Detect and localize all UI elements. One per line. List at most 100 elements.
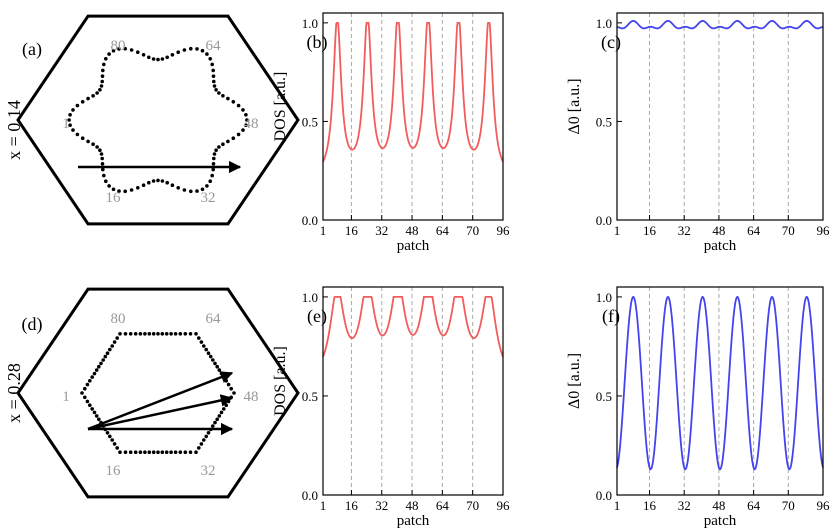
fermi-dot [231,100,236,104]
x-tick-label: 48 [712,223,725,238]
x-tick-label: 48 [712,498,725,513]
fermi-dot [129,48,134,52]
fermi-dot [226,139,230,144]
fermi-dot [214,88,218,92]
fermi-dot [226,96,230,101]
fermi-dot [211,424,215,428]
axes-frame [616,12,824,221]
x-tick-label: 96 [817,498,831,513]
panel-label: (f) [602,306,620,327]
fermi-surface [80,332,236,455]
patch-label: 1 [62,116,70,132]
x-axis-label: patch [704,513,737,529]
x-axis-label: patch [704,238,737,254]
x-tick-label: 1 [320,223,327,238]
fermi-dot [170,183,175,187]
fermi-dot [195,189,199,193]
fermi-dot [221,142,225,146]
doping-label: x = 0.14 [4,100,24,160]
fermi-dot [204,347,208,352]
y-tick-label: 0.0 [596,488,612,503]
fermi-dot [194,332,198,336]
fermi-dot [151,57,156,61]
fermi-dot [200,48,205,53]
x-tick-label: 32 [375,498,388,513]
nesting-vector-arrow [87,371,234,431]
x-axis-label: patch [397,238,430,254]
x-tick-label: 70 [466,498,479,513]
fermi-dot [95,91,99,95]
fermi-dot [136,50,140,54]
fermi-dot [86,139,90,144]
x-tick-label: 64 [747,223,761,238]
fermi-dot [117,47,121,51]
fermi-dot [210,173,214,178]
fermi-dot [231,136,236,140]
fermi-dot [101,167,105,172]
fermi-dot [83,395,87,400]
series-line [616,295,824,471]
panel-label: (e) [307,306,327,327]
fermi-dot [151,332,156,336]
fermi-dot [151,179,156,183]
fermi-dot [169,332,173,336]
fermi-dot [221,94,225,98]
y-tick-label: 0.5 [596,114,612,129]
patch-label: 16 [106,463,122,479]
fermi-dot [110,438,114,442]
fermi-dot [101,68,105,73]
fermi-dot [147,450,152,455]
fermi-dot [211,358,215,362]
x-tick-label: 64 [436,498,450,513]
y-tick-label: 0.5 [302,389,318,404]
nesting-vector-arrow [87,394,234,431]
x-tick-label: 32 [375,223,388,238]
y-tick-label: 1.0 [302,290,318,305]
brillouin-zone-hexagon [16,287,300,499]
fermi-dot [189,46,193,51]
fermi-dot [160,332,165,336]
x-tick-label: 16 [345,498,359,513]
panel-label: (c) [601,32,621,53]
patch-label: 80 [111,38,126,54]
fermi-dot [85,399,90,404]
fermi-dot [99,152,104,156]
fermi-dot [194,450,198,455]
fermi-dot [217,414,222,418]
fermi-dot [123,450,128,455]
x-tick-label: 96 [497,498,511,513]
y-tick-label: 1.0 [596,290,612,305]
patch-label: 32 [201,463,216,479]
fermi-dot [91,142,95,146]
fermi-dot [123,189,127,194]
fermi-dot [100,156,104,161]
fermi-dot [67,118,71,122]
fermi-dot [111,187,116,192]
fermi-dot [202,344,206,348]
fermi-dot [107,52,111,56]
fermi-dot [133,332,138,336]
fermi-dot [71,128,75,132]
x-tick-label: 1 [320,498,327,513]
fermi-dot [75,132,80,137]
fermi-dot [197,336,201,340]
fermi-dot [173,450,178,455]
fermi-dot [211,74,216,78]
fermi-dot [136,186,140,190]
fermi-dot [232,391,236,395]
fermi-dot [215,364,219,369]
bz-panel-a: 80 64 1 48 16 32 (a) x = 0.14 [4,14,300,226]
fermi-dot [108,434,112,439]
fermi-dot [211,167,215,172]
fermi-dot [164,450,169,455]
fermi-dot [128,450,133,455]
fermi-dot [115,446,119,450]
fermi-dot [244,113,248,117]
fermi-dot [217,91,221,95]
series-line [322,296,504,358]
fermi-dot [141,53,146,57]
fermi-dot [244,123,248,127]
fermi-dot [100,74,105,78]
fermi-dot [212,84,217,88]
